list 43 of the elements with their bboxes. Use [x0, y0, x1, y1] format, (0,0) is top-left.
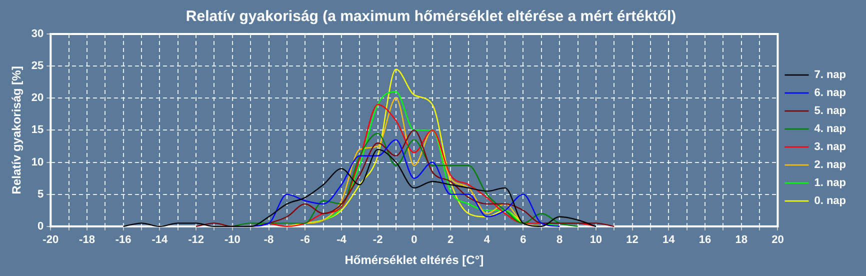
y-axis-title: Relatív gyakoriság [%] — [10, 66, 24, 194]
line-series — [268, 104, 597, 227]
legend-label: 2. nap — [814, 159, 846, 172]
x-tick-label: -10 — [224, 234, 240, 246]
y-tick-label: 5 — [38, 188, 44, 200]
x-tick-label: -6 — [300, 234, 310, 246]
legend-label: 0. nap — [814, 195, 846, 208]
x-tick-label: -2 — [372, 234, 383, 246]
x-tick-label: 8 — [556, 234, 563, 246]
legend-label: 7. nap — [814, 69, 846, 82]
x-tick-label: 4 — [484, 234, 491, 246]
x-tick-label: -18 — [79, 234, 95, 246]
x-tick-label: -20 — [42, 234, 59, 246]
x-tick-label: 20 — [772, 234, 784, 246]
x-tick-label: -4 — [336, 234, 348, 246]
x-tick-label: -16 — [115, 234, 132, 246]
x-tick-label: 10 — [590, 234, 602, 246]
y-tick-label: 0 — [38, 220, 44, 232]
chart-title: Relatív gyakoriság (a maximum hőmérséklet eltérése a mért értéktől) — [186, 8, 676, 26]
y-tick-label: 15 — [31, 124, 44, 136]
x-tick-label: -14 — [152, 234, 169, 246]
x-tick-label: 12 — [626, 234, 638, 246]
x-axis-title: Hőmérséklet eltérés [C°] — [344, 253, 484, 268]
x-tick-label: 16 — [698, 234, 712, 246]
legend-label: 6. nap — [814, 87, 846, 100]
x-tick-label: 18 — [735, 234, 748, 246]
legend-label: 4. nap — [814, 123, 846, 136]
y-tick-label: 30 — [31, 28, 44, 40]
legend-label: 3. nap — [814, 141, 846, 154]
line-series — [195, 130, 615, 227]
y-tick-label: 10 — [31, 156, 44, 168]
x-tick-label: 6 — [520, 234, 526, 246]
x-tick-label: 2 — [447, 234, 454, 246]
y-tick-label: 20 — [31, 92, 44, 104]
x-tick-label: 14 — [662, 234, 676, 246]
x-tick-label: -12 — [188, 234, 204, 246]
y-tick-label: 25 — [31, 60, 44, 72]
legend-label: 1. nap — [814, 177, 846, 190]
line-series — [232, 132, 578, 227]
line-series — [122, 148, 597, 227]
x-tick-label: 0 — [411, 234, 418, 246]
x-tick-label: -8 — [264, 234, 274, 246]
legend-label: 5. nap — [814, 105, 846, 118]
